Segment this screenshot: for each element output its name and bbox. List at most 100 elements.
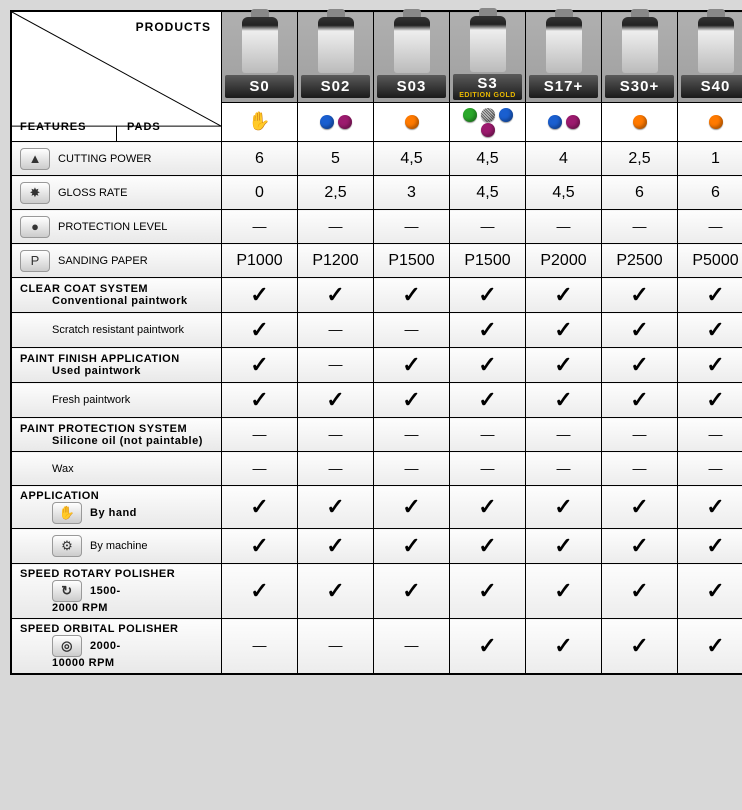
check-icon <box>630 394 648 411</box>
dash-icon <box>557 460 571 477</box>
row-label: ●PROTECTION LEVEL <box>12 210 222 244</box>
cell <box>602 313 678 348</box>
feature-name: GLOSS RATE <box>58 186 127 198</box>
table-head: PRODUCTS FEATURES PADS S0S02S03S3EDITION… <box>12 12 742 142</box>
dash-icon <box>709 460 723 477</box>
pads-cell <box>450 102 526 141</box>
table-row: ▲CUTTING POWER654,54,542,51 <box>12 142 742 176</box>
row-label: Wax <box>12 452 222 486</box>
cell: 5 <box>298 142 374 176</box>
section-title: APPLICATION <box>20 490 218 502</box>
product-code: S3EDITION GOLD <box>453 74 522 100</box>
cell <box>450 383 526 418</box>
bottle-icon <box>394 17 430 73</box>
cell: 4,5 <box>526 176 602 210</box>
cell <box>526 418 602 452</box>
dash-icon <box>709 218 723 235</box>
row-label: Fresh paintwork <box>12 383 222 418</box>
row-icon: ✋ <box>52 502 82 524</box>
feature-name: PROTECTION LEVEL <box>58 220 167 232</box>
cell <box>678 418 742 452</box>
check-icon <box>478 324 496 341</box>
sub-label: ⚙By machine <box>20 535 218 557</box>
cell <box>526 210 602 244</box>
cell: 6 <box>222 142 298 176</box>
dash-icon <box>253 637 267 654</box>
row-label: PSANDING PAPER <box>12 244 222 278</box>
product-code: S40 <box>681 75 742 98</box>
dash-icon <box>329 426 343 443</box>
cell <box>374 486 450 529</box>
cell <box>602 564 678 619</box>
row-label: ▲ CUTTING POWER <box>12 142 222 176</box>
cell <box>298 383 374 418</box>
bottle-icon <box>242 17 278 73</box>
check-icon <box>706 640 724 657</box>
cell <box>222 529 298 564</box>
cell: 4 <box>526 142 602 176</box>
pad-dot <box>463 108 477 122</box>
cell <box>526 278 602 313</box>
sub-label: ↻1500-2000 RPM <box>20 580 218 614</box>
section-title: PAINT FINISH APPLICATION <box>20 353 218 365</box>
pad-dot <box>320 115 334 129</box>
product-code: S17+ <box>529 75 598 98</box>
cell: P1500 <box>450 244 526 278</box>
pads-cell <box>298 102 374 141</box>
check-icon <box>326 394 344 411</box>
sub-label: Used paintwork <box>20 365 218 377</box>
cell: P5000 <box>678 244 742 278</box>
cell <box>298 348 374 383</box>
cell <box>678 313 742 348</box>
row-label: Scratch resistant paintwork <box>12 313 222 348</box>
cell <box>678 348 742 383</box>
cell <box>678 210 742 244</box>
cell: P1500 <box>374 244 450 278</box>
sub-label: Scratch resistant paintwork <box>20 324 218 336</box>
feature-icon: ▲ <box>20 148 50 170</box>
cell: 3 <box>374 176 450 210</box>
check-icon <box>478 540 496 557</box>
dash-icon <box>329 460 343 477</box>
cell <box>298 418 374 452</box>
dash-icon <box>557 218 571 235</box>
cell <box>298 564 374 619</box>
row-label: APPLICATION✋By hand <box>12 486 222 529</box>
cell <box>222 418 298 452</box>
check-icon <box>250 394 268 411</box>
product-col-S03: S03 <box>374 12 450 103</box>
cell <box>678 452 742 486</box>
cell <box>450 529 526 564</box>
check-icon <box>402 359 420 376</box>
check-icon <box>326 501 344 518</box>
pad-dot <box>709 115 723 129</box>
cell <box>222 313 298 348</box>
cell <box>374 619 450 674</box>
check-icon <box>630 324 648 341</box>
cell <box>450 313 526 348</box>
feature-name: CUTTING POWER <box>58 152 152 164</box>
cell <box>298 529 374 564</box>
cell <box>602 619 678 674</box>
check-icon <box>478 289 496 306</box>
cell <box>298 486 374 529</box>
cell <box>526 486 602 529</box>
cell: 0 <box>222 176 298 210</box>
table-row: ✸GLOSS RATE02,534,54,566 <box>12 176 742 210</box>
product-col-S3: S3EDITION GOLD <box>450 12 526 103</box>
dash-icon <box>253 460 267 477</box>
pad-dot <box>338 115 352 129</box>
table-row: SPEED ORBITAL POLISHER◎2000-10000 RPM <box>12 619 742 674</box>
pad-dot <box>566 115 580 129</box>
bottle-icon <box>546 17 582 73</box>
check-icon <box>630 359 648 376</box>
sub-label: Fresh paintwork <box>20 394 218 406</box>
check-icon <box>478 394 496 411</box>
sub-label: Silicone oil (not paintable) <box>20 435 218 447</box>
features-label: FEATURES <box>20 121 86 133</box>
cell <box>374 564 450 619</box>
cell <box>678 564 742 619</box>
pads-cell <box>374 102 450 141</box>
row-label: PAINT PROTECTION SYSTEMSilicone oil (not… <box>12 418 222 452</box>
table: PRODUCTS FEATURES PADS S0S02S03S3EDITION… <box>11 11 742 674</box>
